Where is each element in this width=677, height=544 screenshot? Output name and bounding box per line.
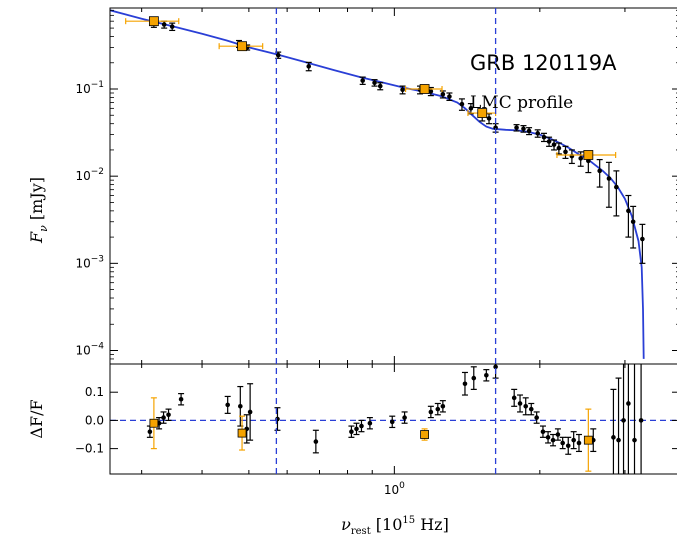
residual-y-tick-label-1: 0.0 [85, 413, 104, 427]
sed-y-tick-label-0: 10−4 [75, 341, 104, 357]
sed-point-35 [625, 194, 632, 238]
residual-point-41 [626, 364, 631, 474]
sed-point-32 [596, 158, 603, 188]
sed-point-15 [458, 98, 465, 111]
sed-point-33 [605, 161, 612, 208]
residual-point-35 [570, 431, 577, 450]
sed-point-34 [613, 170, 620, 217]
sed-orange-point-0 [125, 16, 180, 27]
sed-point-24 [540, 132, 547, 143]
model-curve [110, 9, 645, 359]
chart-subtitle: LMC profile [470, 93, 573, 113]
sed-plot-area [110, 9, 646, 359]
residual-point-5 [224, 395, 231, 414]
residual-y-axis-label: ΔF/F [27, 399, 46, 438]
sed-point-30 [577, 151, 584, 167]
sed-point-13 [439, 90, 446, 99]
sed-point-22 [526, 127, 533, 136]
x-axis-label: νrest [1015 Hz] [341, 515, 449, 537]
residual-point-17 [427, 405, 434, 419]
sed-point-37 [639, 223, 646, 264]
sed-point-8 [371, 79, 378, 87]
residual-point-27 [528, 402, 535, 416]
residual-point-3 [165, 408, 172, 422]
sed-point-23 [534, 129, 541, 138]
residual-point-13 [358, 419, 365, 433]
sed-y-axis-label: Fν [mJy] [27, 177, 50, 244]
residual-point-40 [621, 364, 626, 474]
residual-point-29 [539, 425, 546, 438]
residual-point-15 [389, 415, 396, 429]
sed-orange-point-1 [218, 41, 264, 52]
sed-point-26 [551, 139, 558, 151]
residual-y-tick-label-2: −0.1 [75, 442, 104, 456]
residual-point-18 [434, 402, 441, 416]
sed-point-2 [169, 22, 176, 32]
sed-point-28 [562, 145, 569, 159]
residual-point-0 [146, 425, 153, 438]
sed-orange-point-2 [404, 84, 443, 94]
residual-point-28 [533, 411, 540, 424]
residual-panel: 0.1 0.0 −0.1 100 ΔF/F νrest [1015 Hz] [27, 8, 677, 537]
residual-point-36 [575, 433, 582, 453]
residual-point-43 [638, 364, 644, 474]
residual-point-32 [554, 428, 561, 441]
residual-plot-area [110, 364, 677, 474]
residual-point-33 [559, 436, 566, 450]
sed-point-16 [467, 103, 474, 115]
residual-point-16 [401, 411, 408, 424]
residual-point-39 [615, 377, 622, 474]
sed-y-tick-label-3: 10−1 [75, 80, 104, 96]
residual-y-tick-label-0: 0.1 [85, 385, 104, 399]
sed-panel: 10−4 10−3 10−2 10−1 GRB 120119A LMC profile… [27, 7, 677, 365]
sed-y-tick-label-1: 10−3 [75, 254, 104, 270]
sed-point-9 [377, 82, 384, 91]
sed-point-7 [359, 76, 366, 85]
residual-point-12 [353, 422, 360, 436]
x-axis: 100 [141, 8, 626, 497]
x-tick-label-0: 100 [384, 481, 405, 497]
residual-point-2 [160, 411, 167, 424]
residual-point-9 [274, 407, 281, 431]
residual-point-38 [610, 388, 617, 474]
residual-point-14 [366, 416, 373, 430]
residual-orange-point-3 [583, 408, 593, 472]
residual-y-axis: 0.1 0.0 −0.1 [75, 385, 677, 456]
sed-point-36 [630, 205, 637, 249]
sed-point-20 [513, 124, 520, 132]
residual-point-24 [511, 388, 518, 407]
residual-point-34 [565, 436, 572, 455]
sed-y-tick-label-2: 10−2 [75, 167, 104, 183]
residual-point-11 [348, 425, 355, 438]
residual-point-8 [247, 383, 254, 441]
residual-orange-point-2 [420, 428, 429, 441]
chart-title: GRB 120119A [470, 51, 617, 75]
residual-point-10 [312, 429, 319, 454]
sed-point-25 [546, 136, 553, 147]
residual-point-20 [461, 371, 468, 396]
residual-point-25 [517, 394, 524, 413]
residual-orange-point-0 [149, 397, 159, 450]
sed-orange-point-4 [556, 150, 617, 160]
residual-point-4 [178, 393, 185, 406]
residual-point-21 [470, 366, 477, 390]
residual-axes-frame [109, 363, 677, 475]
residual-point-31 [550, 433, 557, 447]
residual-point-30 [545, 431, 552, 444]
sed-point-1 [161, 20, 168, 29]
sed-point-10 [399, 85, 406, 95]
residual-point-26 [522, 397, 529, 416]
sed-point-6 [305, 61, 312, 72]
residual-point-19 [439, 400, 446, 413]
sed-point-14 [446, 92, 453, 102]
residual-point-22 [483, 369, 490, 382]
residual-orange-point-1 [237, 415, 247, 451]
sed-point-21 [520, 125, 527, 133]
residual-point-42 [632, 364, 637, 474]
